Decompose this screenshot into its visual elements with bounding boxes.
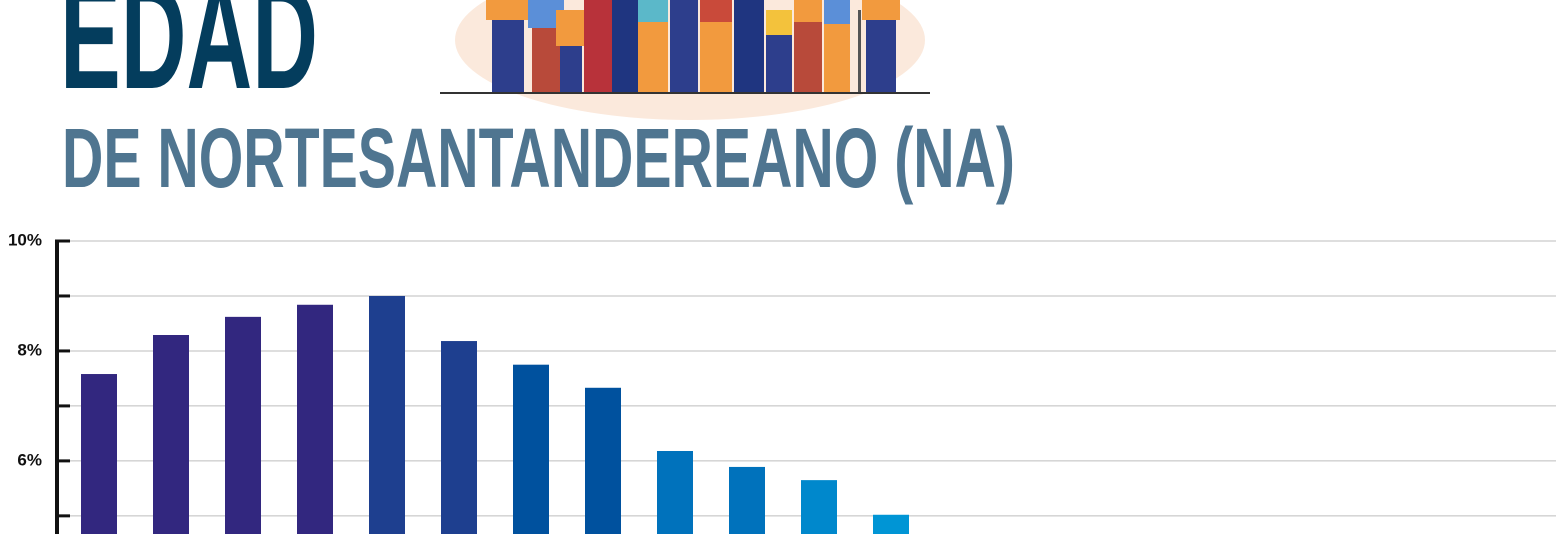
illustration — [440, 0, 930, 120]
bar — [585, 388, 621, 534]
bar — [441, 341, 477, 534]
y-tick-label: 8% — [17, 340, 42, 359]
people — [486, 0, 900, 92]
bar — [513, 365, 549, 534]
bar — [297, 305, 333, 534]
bar — [801, 480, 837, 534]
plot: 10% 8% 6% — [8, 230, 1556, 534]
bar — [225, 317, 261, 534]
bar — [729, 467, 765, 534]
bar — [657, 451, 693, 534]
bar — [153, 335, 189, 534]
title: EDAD — [60, 0, 318, 120]
bar — [873, 515, 909, 534]
bar — [369, 296, 405, 534]
subtitle: DE NORTESANTANDEREANO (NA) — [62, 111, 1015, 205]
infographic: EDAD DE NORTESANTANDEREANO (NA) 10% 8% 6% — [0, 0, 1556, 534]
bar — [81, 374, 117, 534]
y-tick-label: 6% — [17, 450, 42, 469]
y-tick-label: 10% — [8, 230, 42, 249]
